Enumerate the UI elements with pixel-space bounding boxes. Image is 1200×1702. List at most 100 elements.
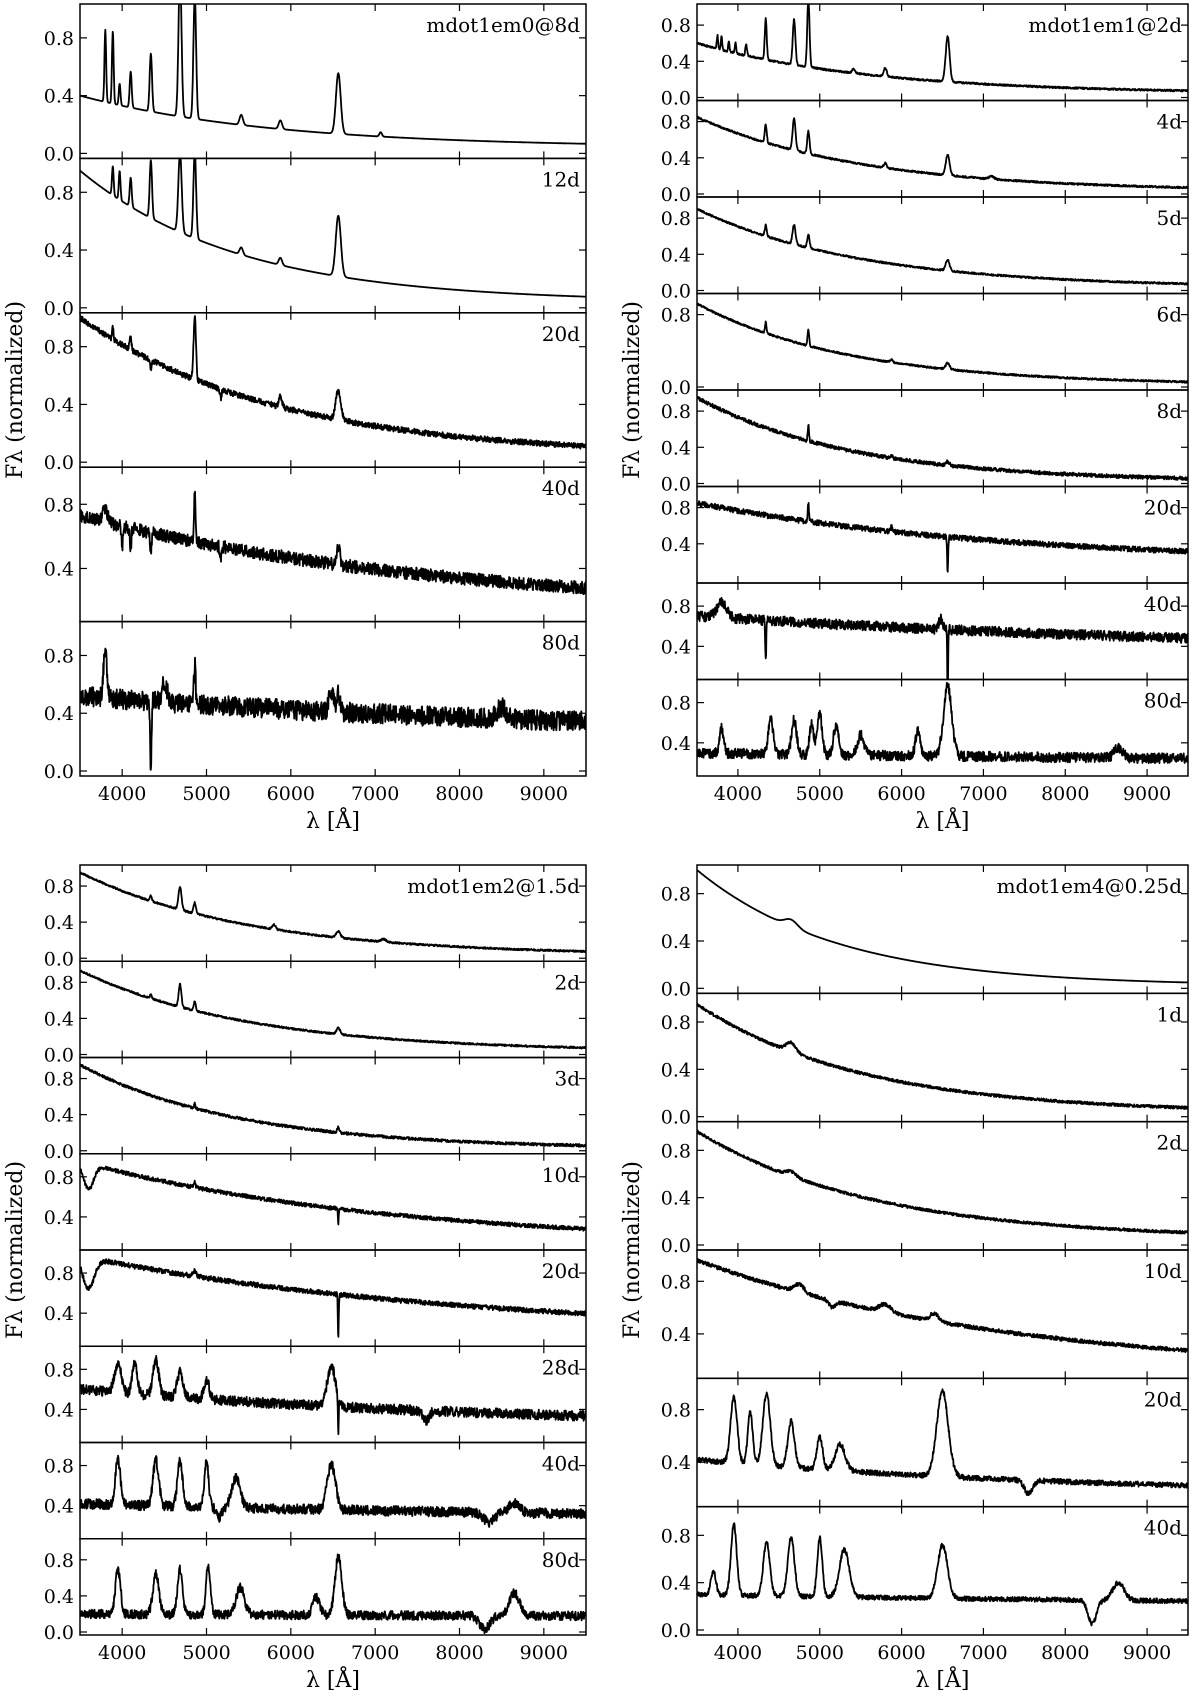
x-tick-label: 8000 (435, 1642, 483, 1664)
panel-frame (696, 196, 1189, 295)
panel-label: 10d (1144, 1259, 1182, 1283)
panel-label: 6d (1156, 303, 1182, 327)
spectrum-panel: 0.0 0.4 0.8 2d (44, 960, 587, 1067)
y-tick-label: 0.0 (44, 1045, 74, 1067)
spectrum-line (697, 1002, 1188, 1110)
panel-label: 40d (542, 1452, 580, 1476)
panel-label: 10d (542, 1163, 580, 1187)
spectrum-line (697, 115, 1188, 190)
y-tick-label: 0.4 (661, 636, 691, 658)
y-tick-label: 0.4 (44, 703, 74, 725)
panel-label: 12d (542, 167, 580, 191)
panel-frame (696, 389, 1189, 488)
panel-frame (696, 678, 1189, 777)
y-tick-label: 0.4 (44, 912, 74, 934)
panel-label: mdot1em2@1.5d (407, 874, 580, 898)
panel-frame (696, 1505, 1189, 1636)
y-tick-label: 0.8 (44, 1263, 74, 1285)
panel-label: 40d (1144, 1516, 1182, 1540)
x-tick-label: 9000 (520, 1642, 568, 1664)
y-tick-label: 0.4 (44, 86, 74, 108)
x-tick-label: 4000 (714, 1642, 762, 1664)
y-tick-label: 0.4 (661, 51, 691, 73)
y-tick-label: 0.0 (44, 143, 74, 165)
spectrum-line (80, 1354, 586, 1436)
panel-label: mdot1em0@8d (426, 13, 580, 37)
spectrum-panel: 0.0 0.4 0.8 mdot1em0@8d (44, 3, 587, 165)
spectrum-panel: 0.0 0.4 0.8 mdot1em1@2d (661, 3, 1189, 110)
spectrum-panel: 0.0 0.4 0.8 12d (44, 157, 587, 320)
spectrum-line (697, 869, 1188, 984)
spectrum-line (80, 1454, 586, 1528)
spectrum-panel: 0.0 0.4 0.8 80d (44, 620, 587, 783)
x-tick-label: 5000 (796, 783, 844, 805)
y-tick-label: 0.8 (661, 1012, 691, 1034)
spectrum-line (697, 4, 1188, 93)
spectrum-line (697, 500, 1188, 573)
y-axis-title: Fλ (normalized) (620, 1161, 645, 1339)
y-tick-label: 0.8 (44, 1550, 74, 1572)
y-tick-label: 0.0 (44, 761, 74, 783)
y-tick-label: 0.8 (661, 596, 691, 618)
x-tick-label: 9000 (1123, 1642, 1171, 1664)
x-tick-label: 7000 (959, 1642, 1007, 1664)
y-tick-label: 0.8 (661, 15, 691, 37)
y-tick-label: 0.4 (44, 240, 74, 262)
y-tick-label: 0.0 (661, 88, 691, 110)
y-tick-label: 0.4 (661, 1059, 691, 1081)
x-tick-label: 9000 (520, 783, 568, 805)
y-tick-label: 0.4 (44, 558, 74, 580)
panel-label: 8d (1156, 399, 1182, 423)
y-tick-label: 0.4 (661, 1188, 691, 1210)
y-tick-label: 0.0 (44, 298, 74, 320)
spectrum-line (697, 1129, 1188, 1235)
y-tick-label: 0.8 (44, 28, 74, 50)
panel-label: 80d (542, 1548, 580, 1572)
y-axis-title: Fλ (normalized) (620, 301, 645, 479)
panel-label: 2d (1156, 1131, 1182, 1155)
spectrum-line (80, 1553, 586, 1635)
spectrum-panel: 0.0 0.4 0.8 2d (661, 1120, 1189, 1257)
chart-mdot1em1: 0.0 0.4 0.8 mdot1em1@2d 0.0 0.4 0.8 4d 0.0 0.4 0.8… (620, 3, 1189, 834)
y-tick-label: 0.8 (661, 884, 691, 906)
y-tick-label: 0.0 (661, 1620, 691, 1642)
spectrum-panel: 0.4 0.8 40d (661, 582, 1189, 681)
y-tick-label: 0.8 (44, 182, 74, 204)
x-tick-label: 4000 (98, 783, 146, 805)
y-tick-label: 0.4 (661, 1452, 691, 1474)
y-tick-label: 0.4 (661, 244, 691, 266)
spectrum-panel: 0.4 0.8 20d (44, 1249, 587, 1347)
x-tick-label: 7000 (959, 783, 1007, 805)
spectrum-panel: 0.4 0.8 28d (44, 1345, 587, 1444)
spectrum-panel: 0.0 0.4 0.8 3d (44, 1056, 587, 1163)
spectrum-line (697, 597, 1188, 680)
y-tick-label: 0.8 (44, 337, 74, 359)
panel-label: 20d (1144, 1387, 1182, 1411)
y-tick-label: 0.8 (44, 1456, 74, 1478)
y-tick-label: 0.0 (44, 1622, 74, 1644)
panel-frame (79, 1538, 587, 1636)
spectrum-panel: 0.0 0.8 6d (661, 292, 1189, 399)
y-tick-label: 0.8 (661, 693, 691, 715)
x-tick-label: 9000 (1123, 783, 1171, 805)
panel-frame (696, 992, 1189, 1123)
panel-frame (696, 1377, 1189, 1508)
spectrum-line (80, 4, 586, 145)
y-tick-label: 0.8 (661, 1271, 691, 1293)
spectrum-line (697, 395, 1188, 481)
spectrum-panel: 0.0 0.4 0.8 80d (44, 1538, 587, 1644)
y-tick-label: 0.8 (661, 1140, 691, 1162)
panel-frame (79, 1249, 587, 1347)
x-tick-label: 8000 (1041, 783, 1089, 805)
spectrum-line (80, 871, 586, 954)
spectrum-panel: 0.0 0.4 0.8 8d (661, 389, 1189, 496)
panel-label: 2d (554, 970, 580, 994)
y-tick-label: 0.4 (44, 1207, 74, 1229)
y-tick-label: 0.4 (44, 1399, 74, 1421)
x-axis-title: λ [Å] (306, 1665, 360, 1693)
panel-frame (696, 292, 1189, 391)
panel-frame (79, 1056, 587, 1155)
y-tick-label: 0.4 (44, 1105, 74, 1127)
y-axis-title: Fλ (normalized) (3, 1161, 28, 1339)
